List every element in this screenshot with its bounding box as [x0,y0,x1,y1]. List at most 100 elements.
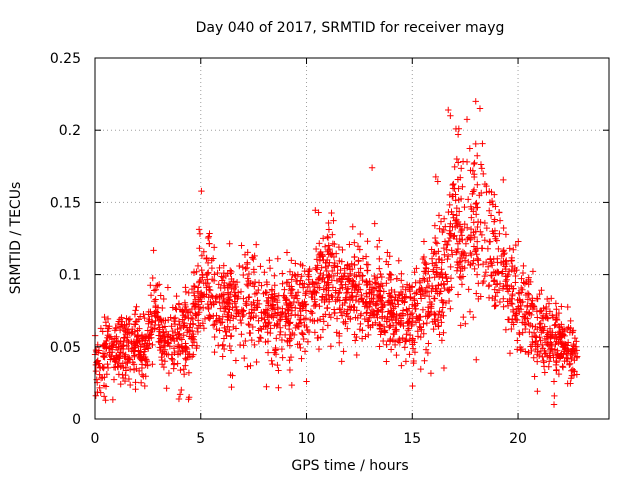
data-point [216,264,223,272]
data-point [400,322,407,330]
data-point [479,260,487,268]
data-point [297,344,304,352]
data-point [508,257,515,265]
data-point [157,318,165,326]
data-point [573,354,580,361]
data-point [447,112,454,119]
data-point [423,288,431,296]
data-point [437,288,445,295]
data-point [355,269,362,276]
data-point [419,306,427,313]
data-point [519,286,526,293]
data-point [530,329,538,336]
data-point [569,329,576,336]
data-point [208,292,215,299]
data-point [100,364,107,372]
data-point [537,324,544,331]
data-point [320,256,327,264]
data-point [296,316,303,323]
data-point [152,282,160,290]
data-point [132,379,139,386]
data-point [248,336,255,344]
data-point [125,316,132,324]
data-point [186,324,193,331]
data-point [169,356,176,363]
data-point [430,266,437,273]
data-point [344,289,351,296]
data-point [274,255,281,262]
data-point [145,308,152,316]
data-point [472,228,479,235]
data-point [377,331,384,338]
data-point [283,296,290,304]
data-point [458,232,466,239]
data-point [534,358,541,365]
data-point [134,332,142,339]
data-point [145,345,152,352]
data-point [534,314,541,321]
data-point [152,302,159,310]
data-point [445,297,453,305]
data-point [325,242,332,249]
data-point [431,274,438,281]
data-point [529,268,537,275]
data-point [383,280,390,287]
data-point [131,331,139,339]
data-point [185,289,192,297]
data-point [302,290,309,297]
data-point [546,352,553,359]
data-point [555,370,563,378]
data-point [158,353,165,361]
data-point [206,240,213,247]
data-point [206,230,213,237]
data-point [500,251,507,258]
data-point [306,265,313,273]
data-point [240,295,247,302]
data-point [319,235,327,242]
data-point [195,226,203,233]
data-point [228,285,235,293]
data-point [412,319,420,326]
data-point [351,284,359,292]
data-point [208,275,216,283]
data-point [109,349,116,356]
data-point [220,269,228,277]
data-point [452,191,459,198]
data-point [284,306,291,313]
data-point [250,314,257,321]
data-point [316,302,323,310]
data-point [508,254,515,262]
data-point [509,292,516,299]
data-point [353,351,360,359]
data-point [205,233,213,240]
data-point [512,312,519,319]
data-point [175,301,183,308]
data-point [495,269,502,276]
data-point [491,216,498,223]
data-point [288,257,295,264]
data-point [371,220,378,227]
data-point [314,276,322,283]
data-point [409,345,417,352]
data-point [194,262,202,270]
data-point [437,271,444,278]
data-point [257,263,264,270]
data-point [407,294,414,302]
data-point [325,226,333,233]
data-point [514,296,521,304]
data-point [546,308,554,315]
data-point [466,145,473,152]
data-point [170,317,178,325]
data-point [502,231,510,238]
data-point [334,294,342,301]
data-point [220,345,228,353]
data-point [546,327,554,335]
data-point [422,346,430,353]
data-point [100,382,108,389]
data-point [518,275,525,282]
x-tick-label: 10 [298,431,316,447]
data-point [496,298,504,306]
data-point [165,351,172,358]
data-point [294,323,301,330]
data-point [218,299,226,307]
